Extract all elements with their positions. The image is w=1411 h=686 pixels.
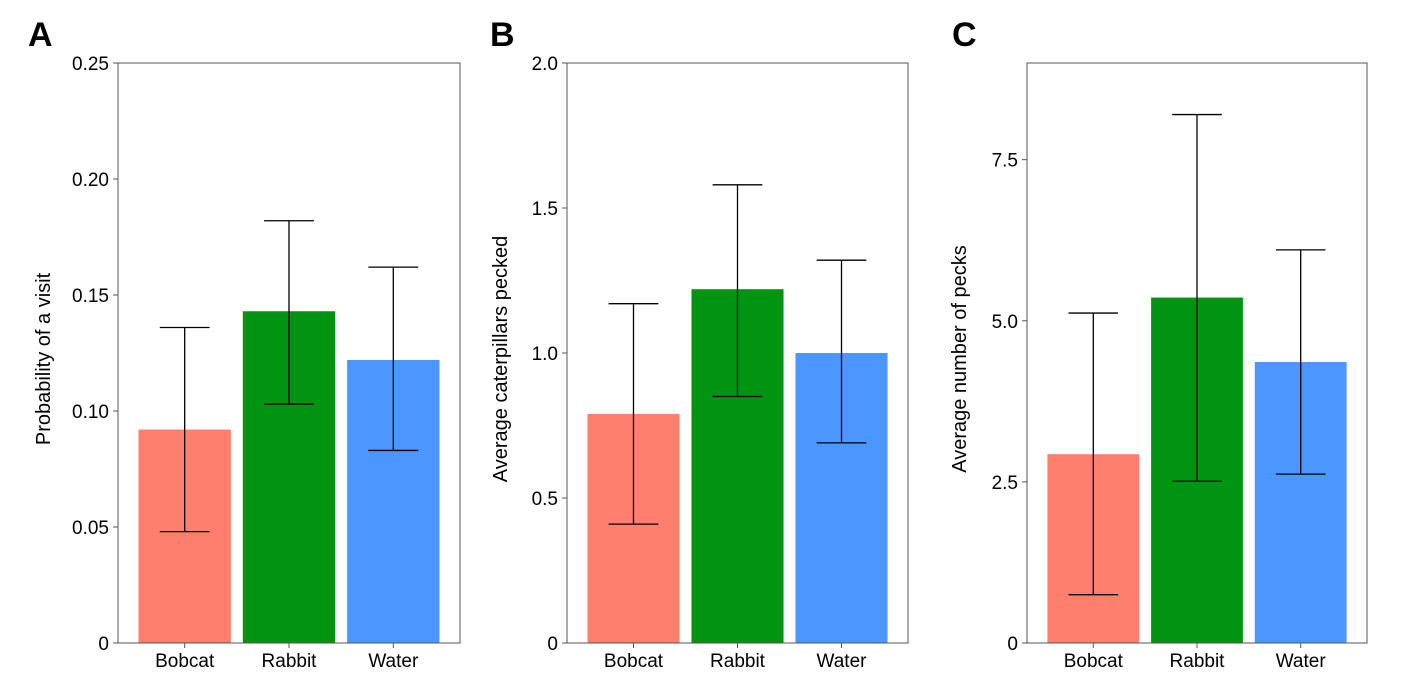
- y-tick-label: 5.0: [992, 312, 1018, 333]
- y-tick-label: 1.0: [532, 344, 558, 365]
- y-axis-title: Average number of pecks: [949, 245, 971, 473]
- plot-frame: [117, 62, 461, 644]
- panel-letter: C: [952, 16, 977, 54]
- chart-panel-b: B Bobcat Rabbit Water 0 0.5 1.0 1.5 2.0 Average c…: [490, 16, 909, 672]
- chart-panel-c: C Bobcat Rabbit Water 0 2.5 5.0 7.5 Average numb…: [949, 16, 1368, 672]
- error-bar-rabbit: [1172, 113, 1222, 482]
- x-tick-label: Water: [368, 651, 419, 672]
- plot-frame: [1026, 62, 1368, 644]
- y-tick-label: 0.10: [72, 402, 109, 423]
- x-tick-label: Rabbit: [1170, 651, 1226, 672]
- y-tick-label: 7.5: [992, 151, 1018, 172]
- y-tick-label: 0.15: [72, 286, 109, 307]
- error-bar-bobcat: [1068, 312, 1119, 596]
- y-tick-label: 2.0: [532, 54, 558, 75]
- y-tick-label: 0: [1007, 634, 1018, 655]
- panel-letter: B: [490, 16, 515, 54]
- x-tick-label: Water: [817, 651, 868, 672]
- x-tick-label: Water: [1276, 651, 1327, 672]
- y-tick-label: 0: [98, 634, 109, 655]
- x-tick-label: Bobcat: [604, 651, 664, 672]
- error-bar-rabbit: [712, 184, 763, 398]
- x-tick-label: Rabbit: [710, 651, 766, 672]
- error-bar-rabbit: [264, 220, 314, 405]
- x-tick-label: Bobcat: [155, 651, 215, 672]
- error-bar-water: [816, 259, 867, 444]
- error-bar-water: [368, 266, 419, 452]
- y-tick-label: 0: [547, 634, 558, 655]
- y-axis-title: Average caterpillars pecked: [490, 236, 512, 482]
- panel-letter: A: [28, 16, 53, 54]
- y-tick-label: 0.20: [72, 170, 109, 191]
- chart-panel-a: A Bobcat Rabbit Water 0 0.05 0.10 0.15 0.20 0.25 P…: [28, 16, 461, 672]
- y-tick-label: 0.05: [72, 518, 109, 539]
- x-tick-label: Rabbit: [262, 651, 318, 672]
- error-bar-bobcat: [159, 326, 210, 533]
- x-tick-label: Bobcat: [1064, 651, 1124, 672]
- error-bar-water: [1275, 249, 1326, 475]
- y-tick-label: 1.5: [532, 199, 558, 220]
- y-tick-label: 0.5: [532, 489, 558, 510]
- y-tick-label: 0.25: [72, 54, 109, 75]
- y-tick-label: 2.5: [992, 473, 1018, 494]
- error-bar-bobcat: [608, 303, 659, 525]
- y-axis-title: Probability of a visit: [33, 272, 55, 445]
